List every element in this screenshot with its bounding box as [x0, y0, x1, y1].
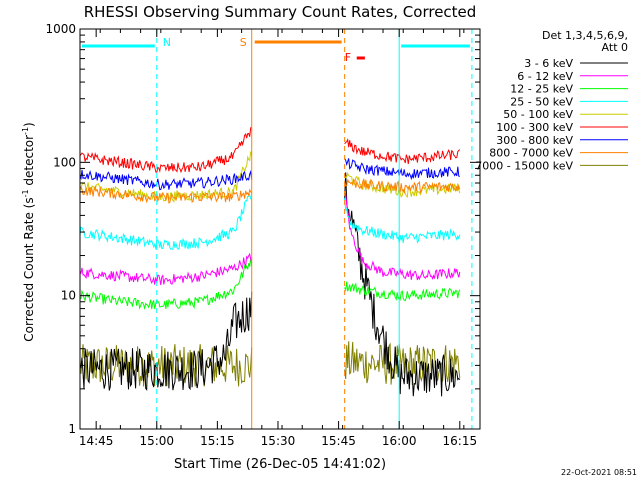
- y-tick-label: 1000: [45, 22, 76, 36]
- x-tick-label: 15:30: [261, 434, 296, 448]
- series-line: [79, 344, 253, 387]
- axis-layer: 1 10 100 1000 14:45 15:00 15:15 15:30 15:45 16:00…: [45, 22, 480, 448]
- chart-title: RHESSI Observing Summary Count Rates, Co…: [84, 3, 477, 21]
- y-axis-label-sup2: -1: [21, 127, 30, 135]
- series-line: [344, 172, 461, 397]
- y-tick-label: 10: [61, 289, 76, 303]
- series-layer: [79, 127, 461, 397]
- x-tick-label: 16:00: [382, 434, 417, 448]
- series-line: [344, 177, 461, 195]
- y-axis-label-mid: detector: [22, 135, 36, 190]
- legend-label: 3 - 6 keV: [524, 57, 573, 70]
- legend-header-1: Det 1,3,4,5,6,9,: [542, 29, 628, 42]
- x-tick-label: 14:45: [79, 434, 114, 448]
- flag-label: S: [240, 36, 247, 49]
- series-line: [344, 158, 460, 181]
- y-axis-label: Corrected Count Rate (s-1 detector-1): [21, 122, 36, 341]
- y-tick-label: 1: [68, 422, 76, 436]
- timestamp: 22-Oct-2021 08:51: [561, 468, 637, 477]
- series-line: [79, 193, 252, 250]
- flag-label: N: [163, 36, 171, 49]
- series-line: [344, 138, 461, 165]
- series-line: [79, 252, 253, 286]
- legend-label: 25 - 50 keV: [510, 95, 573, 108]
- legend-label: 6 - 12 keV: [517, 70, 573, 83]
- legend-label: 7000 - 15000 keV: [475, 159, 573, 172]
- series-line: [79, 257, 253, 311]
- series-line: [344, 197, 461, 244]
- series-line: [79, 185, 253, 204]
- x-axis-label: Start Time (26-Dec-05 14:41:02): [174, 457, 386, 472]
- series-line: [344, 281, 461, 302]
- x-tick-label: 15:45: [321, 434, 356, 448]
- x-tick-label: 16:15: [443, 434, 478, 448]
- legend-header-2: Att 0: [602, 41, 628, 54]
- series-line: [344, 191, 461, 281]
- y-axis-label-close: ): [22, 122, 36, 127]
- y-axis-label-sup: -1: [21, 189, 30, 197]
- plot-frame: [79, 28, 481, 430]
- legend-label: 300 - 800 keV: [496, 134, 573, 147]
- series-line: [79, 151, 253, 203]
- series-line: [79, 291, 253, 392]
- x-tick-label: 15:00: [139, 434, 174, 448]
- series-line: [79, 127, 252, 174]
- y-tick-label: 100: [53, 155, 76, 169]
- legend-label: 100 - 300 keV: [496, 121, 573, 134]
- series-line: [79, 169, 253, 191]
- flag-label: F: [345, 51, 351, 64]
- x-tick-label: 15:15: [200, 434, 235, 448]
- legend-label: 800 - 7000 keV: [489, 147, 573, 160]
- legend-label: 12 - 25 keV: [510, 83, 573, 96]
- legend-label: 50 - 100 keV: [503, 108, 573, 121]
- y-axis-label-main: Corrected Count Rate (s: [22, 197, 36, 341]
